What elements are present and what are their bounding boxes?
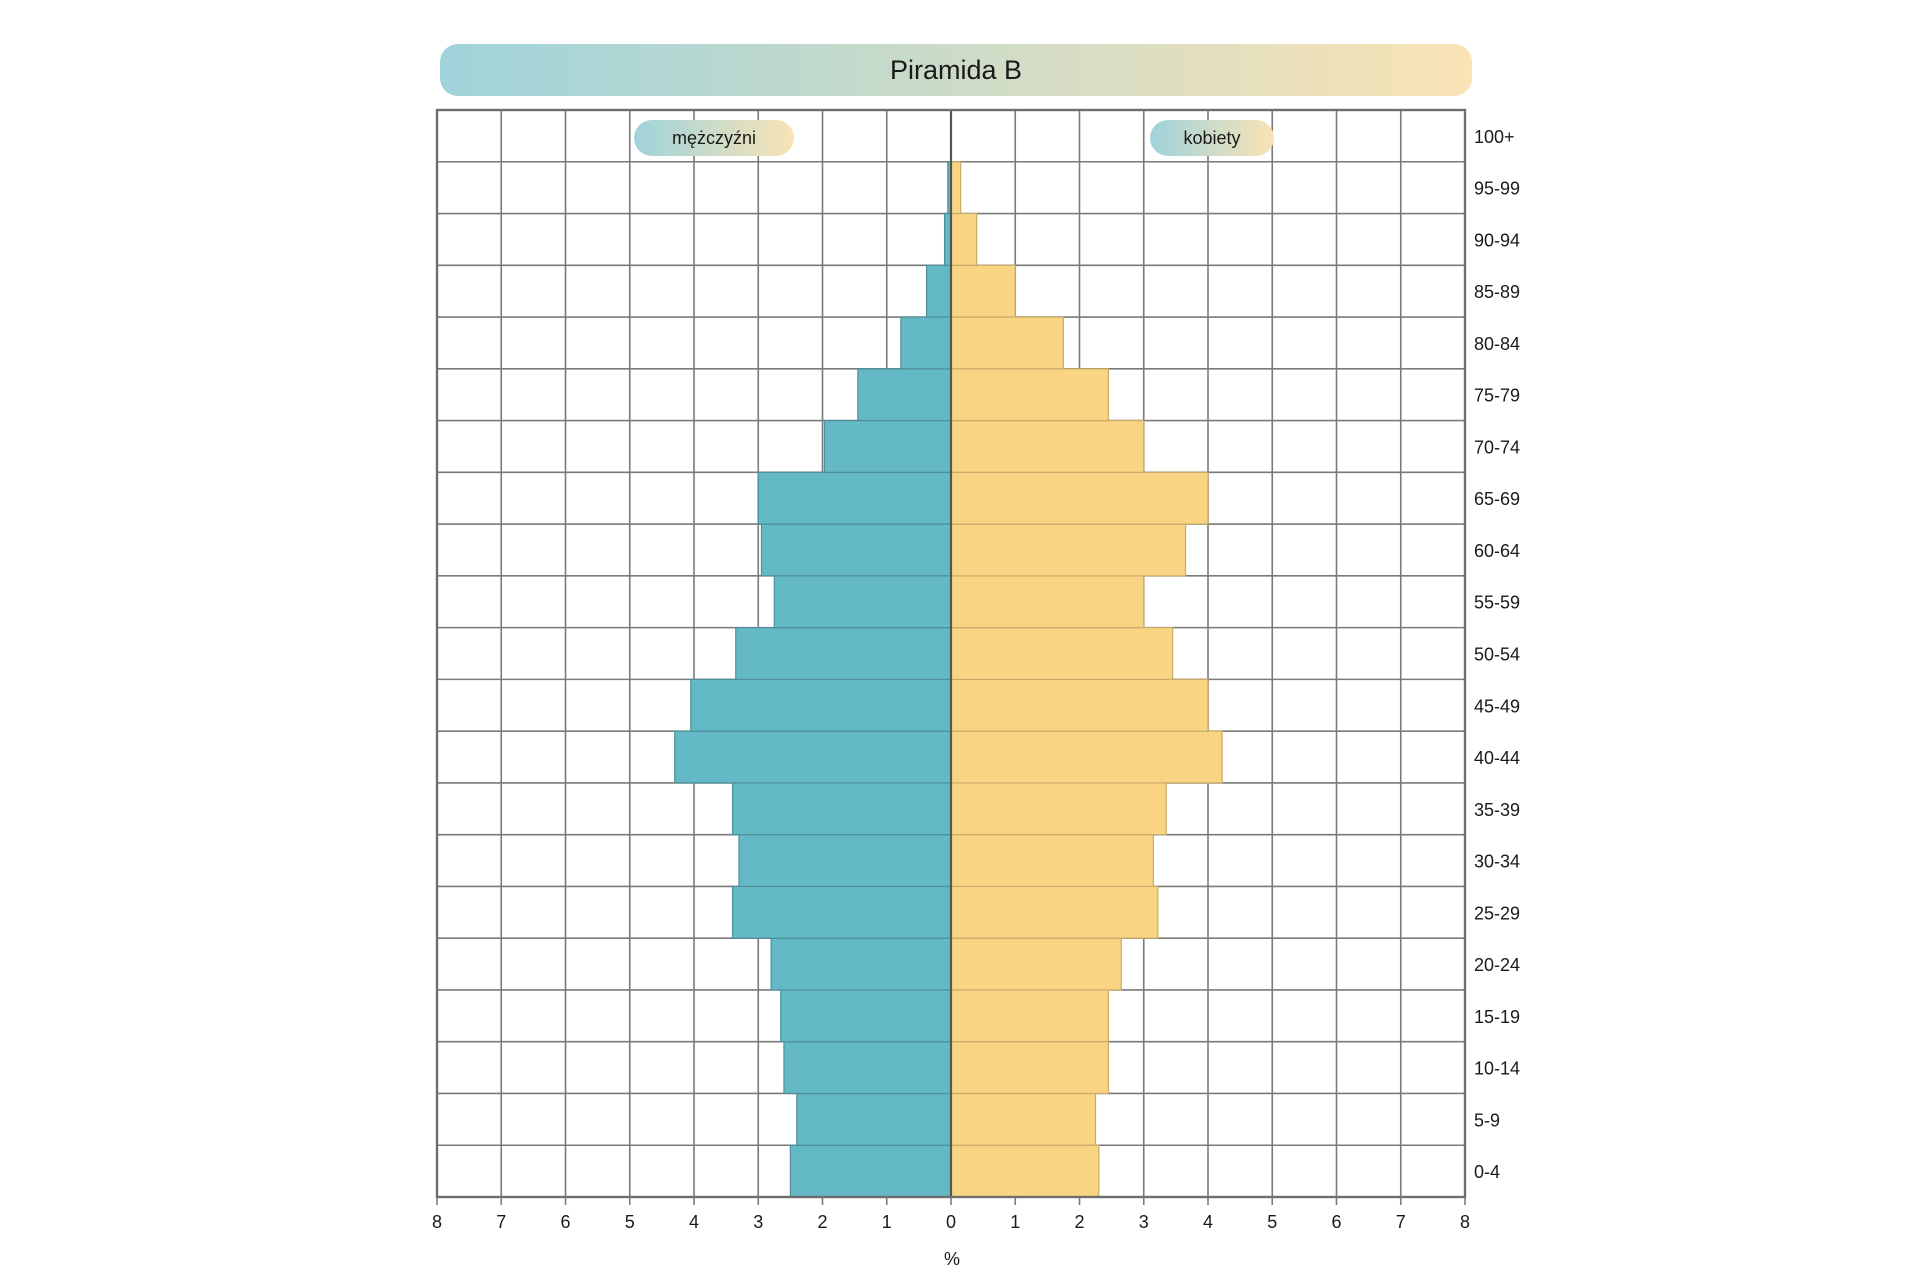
x-tick-label: 4 bbox=[689, 1212, 699, 1232]
bar-female-70-74 bbox=[950, 419, 1145, 473]
bar-male-80-84 bbox=[900, 316, 952, 370]
bar-female-65-69 bbox=[950, 471, 1209, 525]
bar-female-80-84 bbox=[950, 316, 1065, 370]
bar-male-35-39 bbox=[731, 782, 952, 836]
bar-female-15-19 bbox=[950, 989, 1110, 1043]
x-axis-label: % bbox=[944, 1249, 960, 1269]
age-label: 75-79 bbox=[1474, 386, 1520, 406]
bar-male-55-59 bbox=[773, 575, 952, 629]
bar-female-10-14 bbox=[950, 1041, 1110, 1095]
legend: mężczyźni kobiety bbox=[634, 120, 1274, 156]
bar-female-75-79 bbox=[950, 368, 1110, 422]
age-label: 60-64 bbox=[1474, 541, 1520, 561]
bar-female-20-24 bbox=[950, 937, 1122, 991]
age-label: 65-69 bbox=[1474, 489, 1520, 509]
bar-female-90-94 bbox=[950, 212, 978, 266]
bar-female-50-54 bbox=[950, 627, 1174, 680]
chart-title-banner: Piramida B bbox=[440, 44, 1472, 96]
age-label: 85-89 bbox=[1474, 282, 1520, 302]
legend-male-label: mężczyźni bbox=[672, 128, 756, 148]
bar-male-20-24 bbox=[770, 937, 952, 991]
bar-male-0-4 bbox=[789, 1144, 952, 1198]
x-tick-label: 2 bbox=[1074, 1212, 1084, 1232]
title-banner-background bbox=[440, 44, 1472, 96]
bar-female-35-39 bbox=[950, 782, 1167, 836]
age-label: 35-39 bbox=[1474, 800, 1520, 820]
age-label: 45-49 bbox=[1474, 696, 1520, 716]
bar-female-95-99 bbox=[950, 161, 962, 215]
bar-male-10-14 bbox=[783, 1041, 952, 1095]
bar-female-30-34 bbox=[950, 834, 1154, 888]
bar-female-60-64 bbox=[950, 523, 1187, 577]
age-label: 5-9 bbox=[1474, 1110, 1500, 1130]
axes: 0-4 5-9 10-14 15-19 20-24 25-29 30-34 35-39 40-4… bbox=[432, 108, 1520, 1232]
x-tick-label: 5 bbox=[1267, 1212, 1277, 1232]
bar-female-85-89 bbox=[950, 264, 1016, 318]
x-tick-label: 8 bbox=[1460, 1212, 1470, 1232]
legend-male: mężczyźni bbox=[634, 120, 794, 156]
x-tick-label: 3 bbox=[1139, 1212, 1149, 1232]
bar-male-60-64 bbox=[760, 523, 952, 577]
bar-male-75-79 bbox=[857, 368, 952, 422]
bar-female-25-29 bbox=[950, 885, 1159, 939]
age-label: 100+ bbox=[1474, 127, 1515, 147]
bar-male-85-89 bbox=[925, 264, 952, 318]
age-label: 90-94 bbox=[1474, 230, 1520, 250]
bar-male-40-44 bbox=[674, 730, 952, 784]
x-tick-label: 7 bbox=[1396, 1212, 1406, 1232]
legend-female: kobiety bbox=[1150, 120, 1274, 156]
legend-female-pill bbox=[1150, 120, 1274, 156]
bars bbox=[674, 161, 1223, 1198]
bar-female-45-49 bbox=[950, 678, 1209, 732]
age-label: 15-19 bbox=[1474, 1007, 1520, 1027]
bar-male-65-69 bbox=[757, 471, 952, 525]
age-label: 10-14 bbox=[1474, 1059, 1520, 1079]
legend-male-pill bbox=[634, 120, 794, 156]
bar-male-50-54 bbox=[735, 627, 952, 680]
bar-male-45-49 bbox=[690, 678, 952, 732]
age-label: 80-84 bbox=[1474, 334, 1520, 354]
age-label: 0-4 bbox=[1474, 1162, 1500, 1182]
age-label: 40-44 bbox=[1474, 748, 1520, 768]
bar-male-5-9 bbox=[796, 1092, 952, 1146]
x-tick-label: 5 bbox=[625, 1212, 635, 1232]
x-tick-label: 3 bbox=[753, 1212, 763, 1232]
x-tick-label: 6 bbox=[1331, 1212, 1341, 1232]
x-tick-label: 7 bbox=[496, 1212, 506, 1232]
x-tick-label: 4 bbox=[1203, 1212, 1213, 1232]
age-label: 70-74 bbox=[1474, 437, 1520, 457]
bar-male-70-74 bbox=[823, 419, 952, 473]
x-tick-label: 0 bbox=[946, 1212, 956, 1232]
x-tick-label: 2 bbox=[817, 1212, 827, 1232]
x-tick-label: 8 bbox=[432, 1212, 442, 1232]
age-label: 20-24 bbox=[1474, 955, 1520, 975]
bar-male-30-34 bbox=[738, 834, 952, 888]
bar-female-40-44 bbox=[950, 730, 1223, 784]
bar-female-55-59 bbox=[950, 575, 1145, 629]
age-label: 25-29 bbox=[1474, 903, 1520, 923]
age-label: 55-59 bbox=[1474, 593, 1520, 613]
bar-male-25-29 bbox=[731, 885, 952, 939]
chart-title: Piramida B bbox=[890, 55, 1022, 85]
age-label: 95-99 bbox=[1474, 179, 1520, 199]
bar-female-0-4 bbox=[950, 1144, 1100, 1198]
age-label: 50-54 bbox=[1474, 645, 1520, 665]
age-label: 30-34 bbox=[1474, 852, 1520, 872]
x-tick-label: 1 bbox=[882, 1212, 892, 1232]
legend-female-label: kobiety bbox=[1183, 128, 1240, 148]
bar-female-5-9 bbox=[950, 1092, 1097, 1146]
bar-male-15-19 bbox=[780, 989, 952, 1043]
x-tick-label: 6 bbox=[560, 1212, 570, 1232]
x-tick-label: 1 bbox=[1010, 1212, 1020, 1232]
